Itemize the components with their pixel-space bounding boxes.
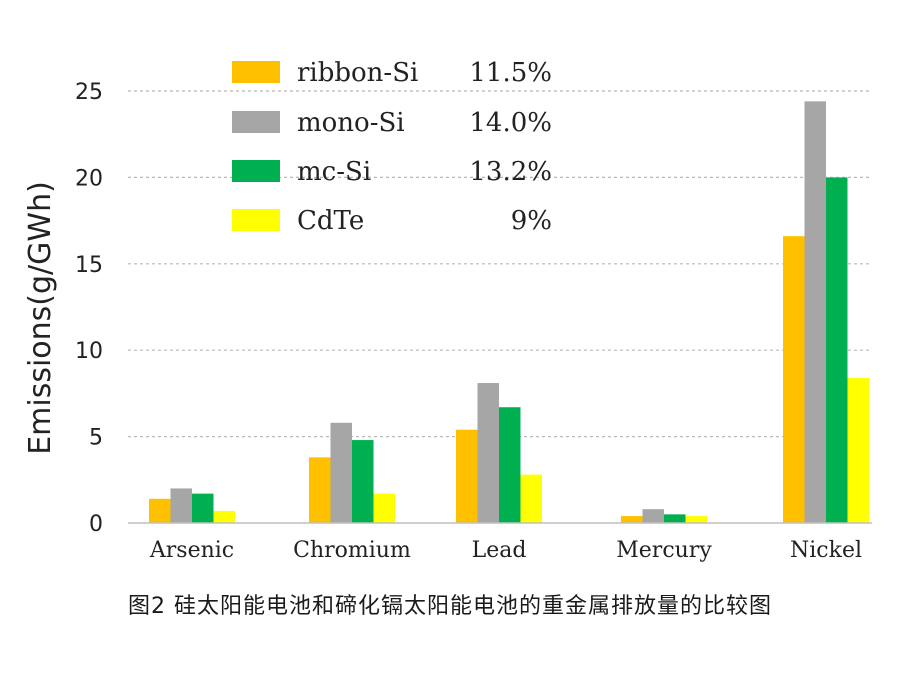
x-tick-label: Arsenic [149,538,234,563]
bar-ribbon-si-lead [456,429,478,523]
bar-mc-si-mercury [664,514,686,523]
x-axis-ticks: Arsenic Chromium Lead Mercury Nickel [149,538,862,563]
y-tick-label: 5 [89,426,103,451]
bar-mono-si-nickel [804,101,826,524]
x-tick-label: Lead [472,538,527,563]
bar-cdte-arsenic [213,510,235,523]
legend-series-name: ribbon-Si [297,58,418,88]
legend-efficiency: 11.5% [469,58,552,88]
legend-efficiency: 9% [511,206,552,236]
y-tick-label: 0 [89,512,103,537]
y-tick-label: 25 [75,80,103,105]
bar-ribbon-si-mercury [621,516,643,523]
bars [149,101,869,524]
x-tick-label: Nickel [790,538,862,563]
y-axis-ticks: 0 5 10 15 20 25 [75,80,103,537]
legend-series-name: mc-Si [297,157,371,187]
bar-mc-si-arsenic [192,493,214,523]
legend-swatch [232,111,280,133]
legend-series-name: CdTe [297,206,364,236]
bar-ribbon-si-arsenic [149,498,171,523]
bar-mono-si-arsenic [170,488,192,523]
bar-cdte-mercury [685,516,707,523]
legend: ribbon-Si 11.5% mono-Si 14.0% mc-Si 13.2% CdTe… [232,58,552,236]
legend-swatch [232,61,280,83]
legend-swatch [232,209,280,231]
bar-mc-si-lead [499,407,521,523]
bar-ribbon-si-chromium [309,457,331,523]
legend-swatch [232,160,280,182]
bar-mc-si-chromium [352,440,374,523]
y-tick-label: 15 [75,253,103,278]
bar-cdte-lead [520,474,542,523]
bar-ribbon-si-nickel [783,236,805,524]
figure-caption: 图2 硅太阳能电池和碲化镉太阳能电池的重金属排放量的比较图 [128,594,772,619]
legend-efficiency: 13.2% [469,157,552,187]
legend-series-name: mono-Si [297,108,405,138]
legend-efficiency: 14.0% [469,108,552,138]
bar-cdte-nickel [847,377,869,523]
bar-mono-si-lead [477,383,499,523]
x-tick-label: Chromium [293,538,411,563]
x-tick-label: Mercury [616,538,712,563]
y-tick-label: 20 [75,166,103,191]
bar-mono-si-mercury [642,509,664,523]
bar-mc-si-nickel [826,177,848,523]
y-axis-label: Emissions(g/GWh) [23,181,58,455]
bar-mono-si-chromium [330,422,352,523]
bar-cdte-chromium [373,493,395,523]
y-tick-label: 10 [75,339,103,364]
gridlines [128,90,872,438]
